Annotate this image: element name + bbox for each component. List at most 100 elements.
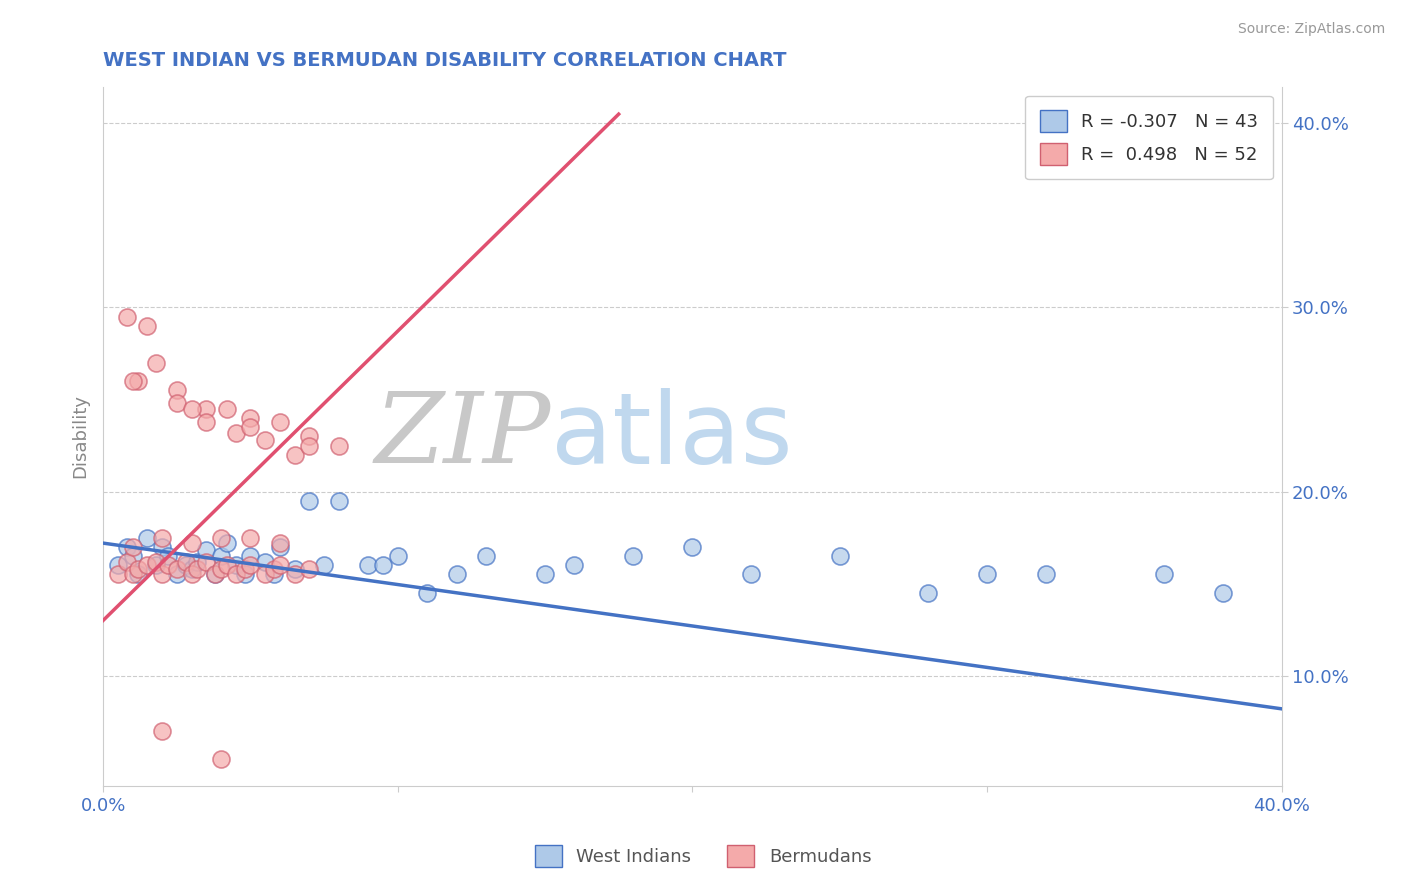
Point (446, 567, 468, 582)
Point (127, 567, 149, 582)
Point (215, 558, 238, 573)
Point (186, 555, 208, 569)
Point (254, 555, 277, 569)
Point (150, 540, 173, 554)
Point (254, 567, 277, 582)
Point (150, 531, 173, 545)
Point (623, 549, 645, 563)
Point (195, 401, 218, 416)
Point (209, 751, 232, 765)
Point (564, 558, 586, 573)
Point (121, 549, 143, 563)
Point (121, 374, 143, 388)
Point (239, 558, 262, 573)
Point (150, 723, 173, 738)
Point (145, 356, 167, 370)
Point (298, 562, 321, 576)
Point (1212, 586, 1234, 600)
Point (156, 558, 179, 573)
Point (121, 567, 143, 582)
Point (371, 558, 394, 573)
Point (269, 536, 291, 550)
Point (150, 567, 173, 582)
Point (136, 318, 159, 333)
Text: ZIP: ZIP (374, 389, 551, 484)
Point (204, 567, 226, 582)
Point (204, 567, 226, 582)
Text: Source: ZipAtlas.com: Source: ZipAtlas.com (1237, 22, 1385, 37)
Text: WEST INDIAN VS BERMUDAN DISABILITY CORRELATION CHART: WEST INDIAN VS BERMUDAN DISABILITY CORRE… (103, 51, 786, 70)
Point (107, 567, 129, 582)
Legend: West Indians, Bermudans: West Indians, Bermudans (527, 838, 879, 874)
Point (917, 586, 939, 600)
Point (180, 567, 202, 582)
Point (145, 558, 167, 573)
Point (233, 562, 256, 576)
Point (107, 558, 129, 573)
Point (740, 567, 762, 582)
Y-axis label: Disability: Disability (72, 394, 89, 478)
Point (1035, 567, 1057, 582)
Legend: R = -0.307   N = 43, R =  0.498   N = 52: R = -0.307 N = 43, R = 0.498 N = 52 (1025, 95, 1272, 179)
Point (239, 420, 262, 434)
Point (1153, 567, 1175, 582)
Point (166, 396, 188, 410)
Point (166, 562, 188, 576)
Point (186, 562, 208, 576)
Point (254, 433, 277, 447)
Point (263, 562, 285, 576)
Point (263, 567, 285, 582)
Point (328, 493, 350, 508)
Point (115, 540, 138, 554)
Point (416, 586, 439, 600)
Point (136, 531, 159, 545)
Point (215, 401, 238, 416)
Point (215, 536, 238, 550)
Point (312, 558, 335, 573)
Point (328, 438, 350, 452)
Point (298, 429, 321, 443)
Point (174, 555, 197, 569)
Point (174, 558, 197, 573)
Point (225, 425, 247, 440)
Point (239, 549, 262, 563)
Point (284, 567, 307, 582)
Point (195, 543, 218, 558)
Point (233, 567, 256, 582)
Point (269, 558, 291, 573)
Point (284, 448, 307, 462)
Point (180, 401, 202, 416)
Point (180, 562, 202, 576)
Point (387, 549, 409, 563)
Point (284, 562, 307, 576)
Point (828, 549, 851, 563)
Point (127, 562, 149, 576)
Point (225, 567, 247, 582)
Point (115, 555, 138, 569)
Text: atlas: atlas (551, 388, 793, 485)
Point (195, 415, 218, 429)
Point (136, 558, 159, 573)
Point (269, 540, 291, 554)
Point (475, 549, 498, 563)
Point (298, 493, 321, 508)
Point (209, 531, 232, 545)
Point (225, 558, 247, 573)
Point (209, 549, 232, 563)
Point (156, 549, 179, 563)
Point (166, 384, 188, 398)
Point (145, 555, 167, 569)
Point (180, 536, 202, 550)
Point (534, 567, 557, 582)
Point (115, 310, 138, 324)
Point (166, 567, 188, 582)
Point (976, 567, 998, 582)
Point (681, 540, 703, 554)
Point (357, 558, 380, 573)
Point (195, 555, 218, 569)
Point (239, 411, 262, 425)
Point (121, 540, 143, 554)
Point (209, 562, 232, 576)
Point (298, 438, 321, 452)
Point (269, 415, 291, 429)
